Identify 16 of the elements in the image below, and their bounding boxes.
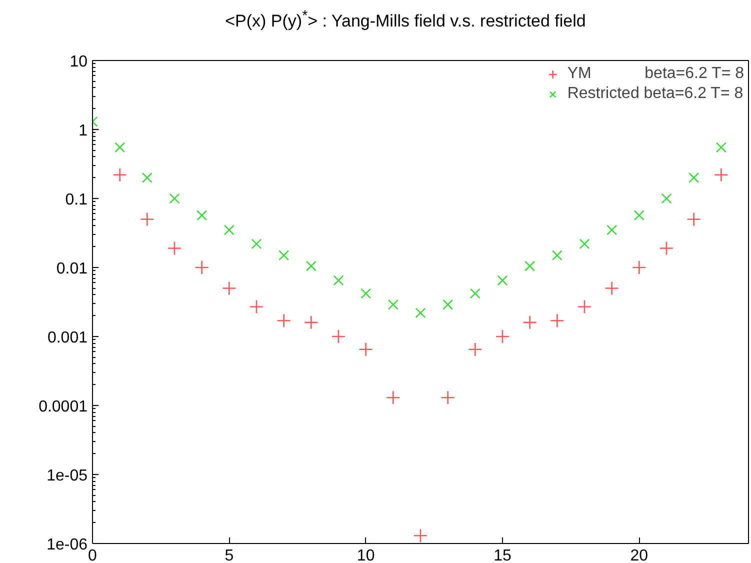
y-tick-label: 1: [78, 122, 88, 140]
x-tick-label: 20: [630, 548, 648, 563]
legend-label: YM beta=6.2 T= 8: [567, 65, 744, 83]
y-tick-label: 0.0001: [38, 398, 88, 416]
x-tick-label: 5: [224, 548, 234, 563]
x-tick-label: 15: [494, 548, 512, 563]
x-tick-label: 0: [88, 548, 98, 563]
y-tick-label: 0.001: [47, 330, 88, 346]
y-tick-label: 1e-05: [46, 468, 88, 484]
y-tick-label: 10: [70, 54, 88, 70]
y-tick-label: 0.01: [56, 260, 88, 278]
chart-title: <P(x) P(y)$^{*}$> : Yang-Mills field v.s. restricted field: [224, 7, 587, 33]
x-tick-label: 10: [356, 548, 375, 563]
legend-label: Restricted beta=6.2 T= 8: [567, 85, 744, 103]
y-tick-label: 1e-06: [46, 536, 88, 554]
y-tick-label: 0.1: [65, 192, 88, 208]
